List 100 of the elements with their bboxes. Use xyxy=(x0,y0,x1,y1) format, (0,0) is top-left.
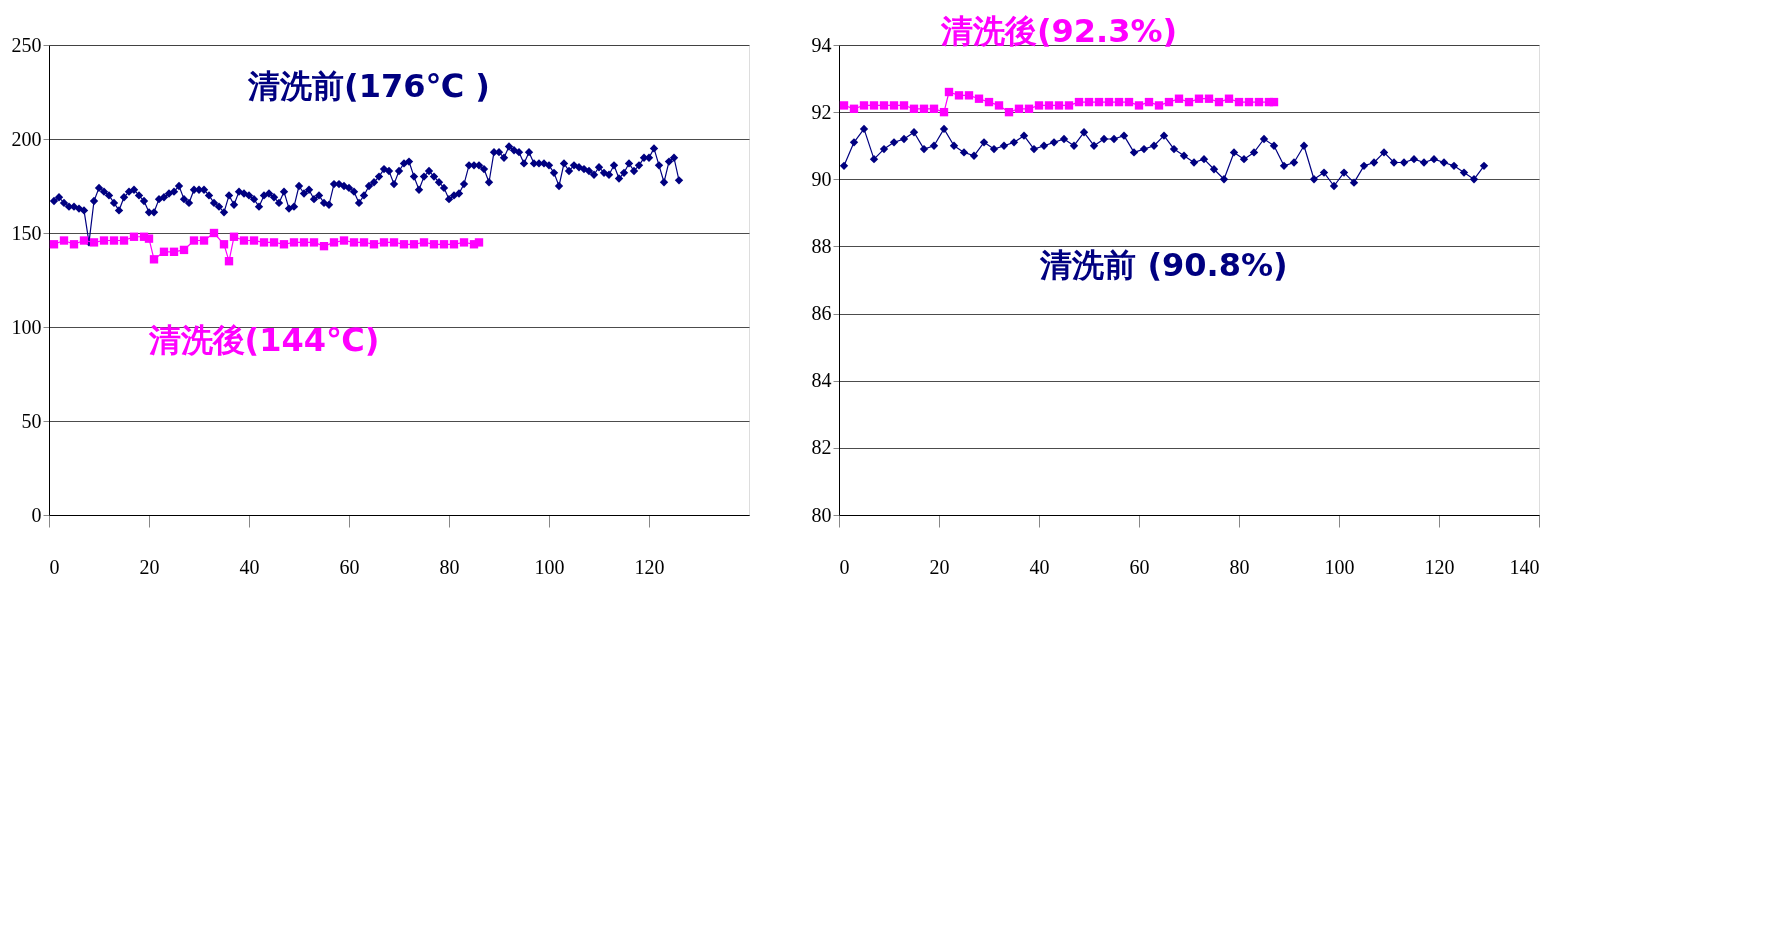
point xyxy=(59,236,69,245)
point xyxy=(929,104,939,113)
x-tick-label: 60 xyxy=(339,555,360,578)
point xyxy=(939,107,949,117)
point xyxy=(984,97,994,107)
x-tick-label: 80 xyxy=(439,555,460,578)
point xyxy=(359,238,369,247)
series-label: 清洗後(92.3%) xyxy=(939,12,1178,50)
x-tick-label: 100 xyxy=(1324,555,1355,578)
point xyxy=(129,232,139,241)
y-tick-label: 90 xyxy=(811,167,832,190)
point xyxy=(1014,104,1024,113)
point xyxy=(1254,97,1264,107)
y-tick-label: 80 xyxy=(811,503,832,526)
point xyxy=(439,240,449,249)
point xyxy=(1134,101,1144,110)
point xyxy=(1004,107,1014,117)
point xyxy=(219,240,229,249)
point xyxy=(249,236,259,245)
point xyxy=(419,238,429,247)
point xyxy=(199,236,209,245)
series-label: 清洗前(176℃ ) xyxy=(247,66,490,105)
point xyxy=(839,101,849,110)
point xyxy=(899,101,909,110)
point xyxy=(429,240,439,249)
point xyxy=(1154,101,1164,110)
point xyxy=(859,101,869,110)
point xyxy=(1064,101,1074,110)
point xyxy=(99,236,109,245)
point xyxy=(144,234,154,243)
y-tick-label: 82 xyxy=(811,436,832,459)
point xyxy=(879,101,889,110)
point xyxy=(449,240,459,249)
point xyxy=(79,236,89,245)
point xyxy=(1174,94,1184,103)
point xyxy=(339,236,349,245)
point xyxy=(889,101,899,110)
y-tick-label: 50 xyxy=(21,409,42,432)
series-label: 清洗後(144℃) xyxy=(147,321,380,360)
point xyxy=(1054,101,1064,110)
point xyxy=(189,236,199,245)
point xyxy=(1184,97,1194,107)
point xyxy=(1234,97,1244,107)
point xyxy=(1094,97,1104,107)
point xyxy=(229,232,239,241)
point xyxy=(459,238,469,247)
point xyxy=(1244,97,1254,107)
point xyxy=(1044,101,1054,110)
y-tick-label: 200 xyxy=(11,127,42,150)
point xyxy=(1144,97,1154,107)
x-tick-label: 120 xyxy=(634,555,665,578)
point xyxy=(179,245,189,255)
y-tick-label: 84 xyxy=(811,369,832,392)
point xyxy=(279,240,289,249)
point xyxy=(1124,97,1134,107)
point xyxy=(1204,94,1214,103)
x-tick-label: 100 xyxy=(534,555,565,578)
point xyxy=(109,236,119,245)
y-tick-label: 250 xyxy=(11,33,42,56)
point xyxy=(389,238,399,247)
point xyxy=(1224,94,1234,103)
point xyxy=(1194,94,1204,103)
point xyxy=(349,238,359,247)
point xyxy=(369,240,379,249)
point xyxy=(159,247,169,256)
point xyxy=(399,240,409,249)
point xyxy=(149,255,159,264)
point xyxy=(1164,97,1174,107)
point xyxy=(974,94,984,103)
point xyxy=(239,236,249,245)
point xyxy=(289,238,299,247)
x-tick-label: 120 xyxy=(1424,555,1455,578)
point xyxy=(309,238,319,247)
point xyxy=(259,238,269,247)
x-tick-label: 80 xyxy=(1229,555,1250,578)
point xyxy=(1269,97,1279,107)
point xyxy=(474,238,484,247)
x-tick-label: 0 xyxy=(49,555,60,578)
y-tick-label: 100 xyxy=(11,315,42,338)
x-tick-label: 40 xyxy=(239,555,260,578)
point xyxy=(919,104,929,113)
text: 清洗前 (90.8%) xyxy=(1039,246,1288,284)
point xyxy=(1214,97,1224,107)
point xyxy=(224,257,234,266)
point xyxy=(89,238,99,247)
point xyxy=(964,91,974,100)
y-tick-label: 86 xyxy=(811,302,832,325)
point xyxy=(329,238,339,247)
point xyxy=(849,104,859,113)
x-tick-label: 20 xyxy=(139,555,160,578)
point xyxy=(1034,101,1044,110)
x-tick-label: 20 xyxy=(929,555,950,578)
point xyxy=(209,228,219,238)
point xyxy=(909,104,919,113)
point xyxy=(49,240,59,249)
point xyxy=(1114,97,1124,107)
point xyxy=(119,236,129,245)
point xyxy=(1104,97,1114,107)
y-tick-label: 94 xyxy=(811,33,832,56)
x-tick-label: 40 xyxy=(1029,555,1050,578)
